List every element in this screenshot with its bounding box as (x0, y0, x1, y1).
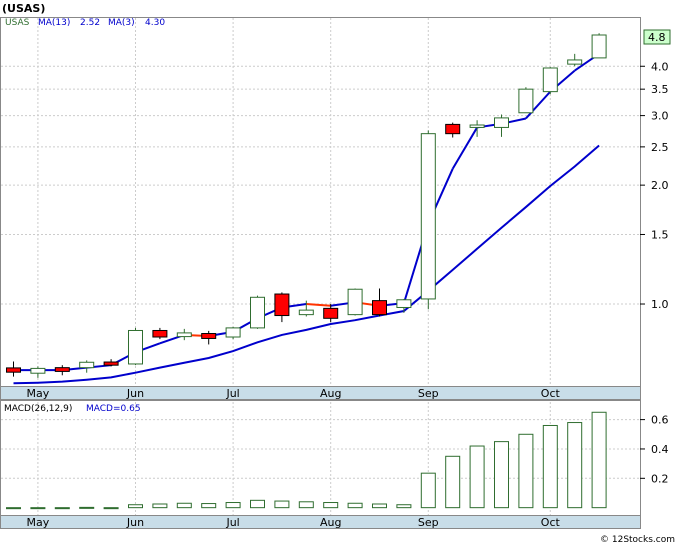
macd-month-label: Oct (541, 516, 561, 529)
macd-bar (323, 502, 339, 509)
candle-body (542, 67, 558, 93)
candle-body (591, 34, 607, 59)
ma3-line-segment (306, 303, 331, 307)
candle-body (518, 88, 534, 114)
price-month-label: Aug (320, 387, 341, 400)
macd-bar (225, 502, 241, 509)
last-price-tag: 4.8 (648, 31, 666, 44)
candle-body (323, 307, 339, 319)
price-month-label: Oct (541, 387, 561, 400)
macd-legend-value: MACD=0.65 (86, 404, 141, 414)
price-x-axis-band (0, 386, 641, 400)
price-axis-label: 4.0 (651, 60, 669, 73)
macd-bar (152, 503, 168, 509)
copyright-footer: © 12Stocks.com (600, 535, 675, 545)
price-panel-frame (0, 17, 641, 387)
macd-x-axis-band (0, 515, 641, 529)
macd-axis-label: 0.6 (651, 414, 669, 427)
macd-bar (54, 507, 70, 510)
chart-title: (USAS) (2, 2, 45, 15)
legend-symbol: USAS (5, 18, 30, 28)
ma13-line (13, 144, 600, 385)
price-axis-label: 2.5 (651, 141, 669, 154)
legend-ma13-label: MA(13) (38, 18, 70, 28)
candle-body (494, 117, 509, 128)
price-axis-label: 1.0 (651, 298, 669, 311)
candle-body (250, 296, 265, 329)
ma3-line-segment (525, 90, 552, 120)
macd-month-label: May (27, 516, 50, 529)
price-month-label: Jun (126, 387, 144, 400)
candle-body (176, 332, 192, 338)
macd-bar (347, 502, 363, 509)
price-axis-label: 1.5 (651, 228, 669, 241)
macd-bar (201, 503, 217, 509)
price-axis-label: 2.0 (651, 179, 669, 192)
candle-body (567, 59, 583, 65)
last-price-tag-box (643, 29, 671, 45)
macd-bar (396, 504, 412, 509)
price-month-label: May (27, 387, 50, 400)
candle-body (152, 329, 168, 338)
candle-body (128, 329, 143, 365)
macd-month-label: Sep (418, 516, 439, 529)
macd-bar (103, 507, 119, 510)
candle-body (445, 123, 461, 135)
legend-ma3-label: MA(3) (108, 18, 135, 28)
candle-body (274, 293, 290, 317)
ma3-line-segment (451, 126, 478, 170)
candle-body (79, 361, 95, 369)
macd-month-label: Aug (320, 516, 341, 529)
macd-legend-params: MACD(26,12,9) (4, 404, 72, 414)
macd-bar (6, 507, 21, 510)
macd-bar (469, 445, 485, 509)
macd-axis-label: 0.2 (651, 472, 669, 485)
macd-bar (518, 433, 534, 509)
macd-bar (79, 506, 95, 509)
macd-bar (250, 499, 265, 509)
candle-body (103, 361, 119, 366)
macd-bar (298, 501, 314, 509)
candle-body (6, 367, 21, 373)
price-axis-label: 3.0 (651, 110, 669, 123)
macd-bar (176, 502, 192, 509)
macd-bar (591, 411, 607, 509)
candle-body (372, 300, 387, 316)
legend-ma13-value: 2.52 (80, 18, 100, 28)
macd-bar (372, 503, 387, 509)
macd-bar (30, 507, 46, 510)
price-month-label: Jul (225, 387, 239, 400)
macd-bar (420, 472, 436, 509)
legend-ma3-value: 4.30 (145, 18, 165, 28)
candle-body (298, 309, 314, 316)
macd-bar (128, 504, 143, 509)
macd-month-label: Jun (126, 516, 144, 529)
candle-body (420, 133, 436, 300)
candle-body (347, 288, 363, 316)
macd-axis-label: 0.4 (651, 443, 669, 456)
macd-bar (494, 441, 509, 509)
macd-bar (445, 455, 461, 509)
candle-body (201, 333, 217, 339)
price-axis-label: 3.5 (651, 83, 669, 96)
macd-bar (274, 500, 290, 509)
candle-body (396, 299, 412, 308)
macd-bar (567, 422, 583, 509)
candle-body (30, 367, 46, 374)
price-month-label: Sep (418, 387, 439, 400)
macd-month-label: Jul (225, 516, 239, 529)
candle-body (469, 124, 485, 128)
macd-bar (542, 424, 558, 509)
candle-body (54, 367, 70, 372)
candle-body (225, 327, 241, 338)
